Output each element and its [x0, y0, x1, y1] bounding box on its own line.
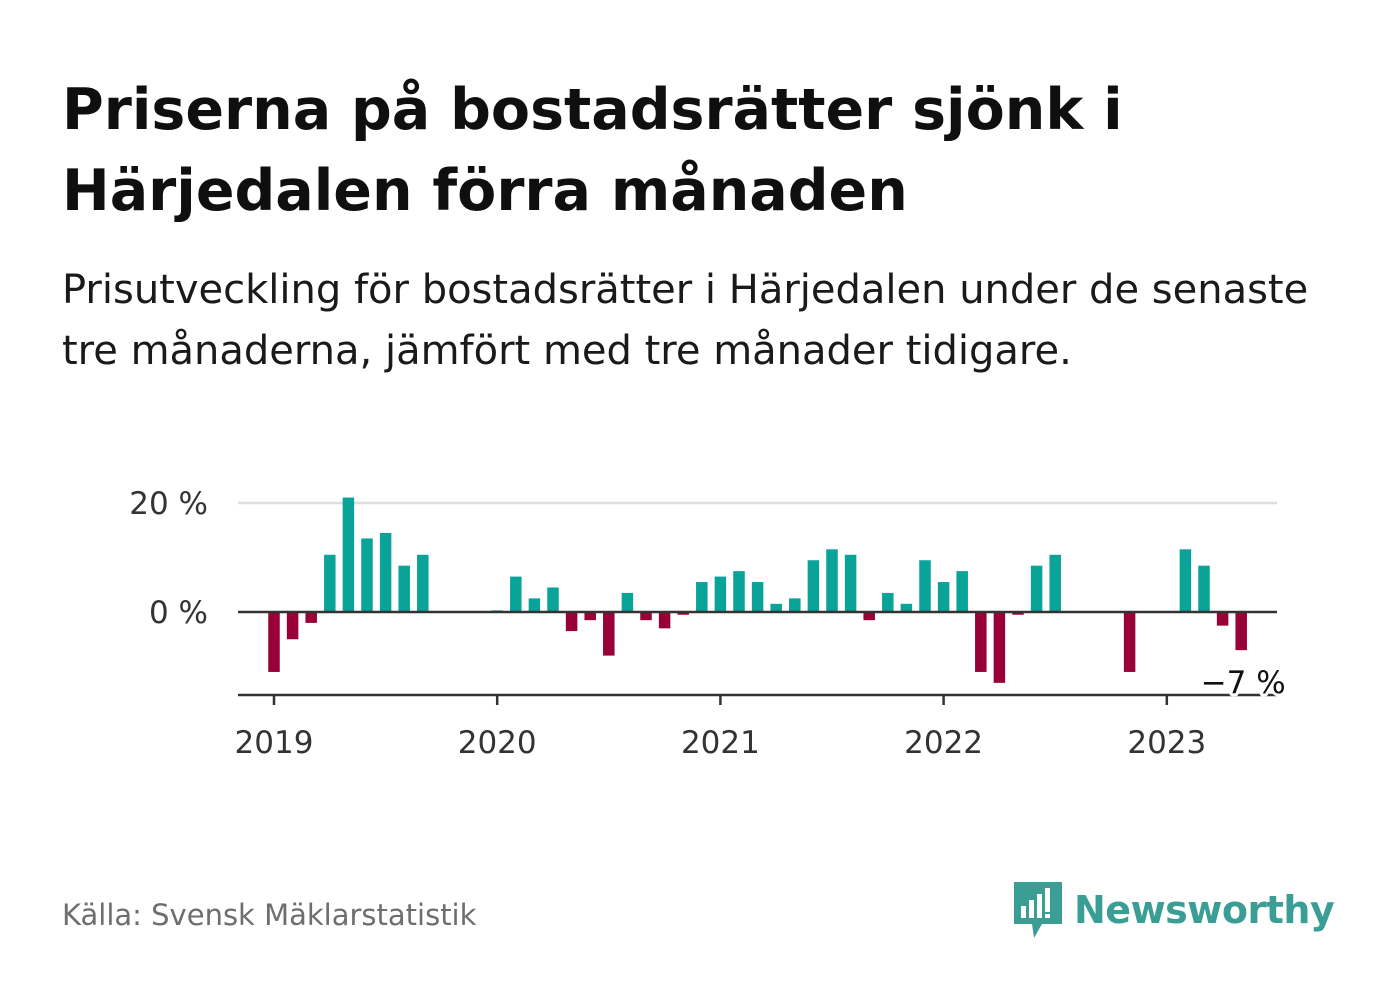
bar-2019-08 — [398, 565, 410, 612]
bar-2022-11 — [1123, 612, 1136, 672]
bar-2021-06 — [807, 560, 820, 612]
bar-2022-07 — [1049, 554, 1061, 612]
y-tick-label: 20 % — [129, 486, 208, 522]
bar-2021-04 — [770, 603, 782, 612]
x-tick-label: 2020 — [458, 725, 537, 761]
bar-2020-10 — [658, 612, 671, 629]
axes: 0 %20 %2019 2020 2021 2022 2023−7 %−7 % — [129, 486, 1288, 761]
bar-2021-05 — [789, 598, 801, 612]
bar-2021-12 — [919, 560, 931, 612]
brand-logo: Newsworthy — [1012, 880, 1335, 940]
bar-2020-09 — [640, 612, 652, 621]
bar-2019-02 — [286, 612, 299, 640]
bar-2022-01 — [937, 582, 950, 612]
bar-2019-05 — [342, 497, 355, 612]
y-tick-label: 0 % — [149, 595, 208, 631]
brand-name: Newsworthy — [1074, 888, 1335, 932]
bar-2020-11 — [677, 612, 689, 615]
x-tick-label: 2023 — [1127, 725, 1206, 761]
bar-2022-02 — [956, 571, 968, 612]
bar-2022-04 — [993, 612, 1006, 683]
bar-2020-05 — [565, 612, 578, 632]
bar-2020-08 — [621, 592, 634, 612]
bar-2020-12 — [696, 582, 708, 612]
bar-2019-01 — [268, 612, 280, 672]
bar-2023-03 — [1198, 565, 1210, 612]
bar-2020-03 — [528, 598, 541, 612]
bar-2022-03 — [975, 612, 987, 672]
bar-2023-04 — [1216, 612, 1229, 626]
bar-undefined — [1235, 612, 1247, 651]
bar-2021-02 — [733, 571, 745, 612]
bar-chart-speech-bubble-icon — [1014, 882, 1062, 938]
chart-title: Priserna på bostadsrätter sjönk i Härjed… — [62, 77, 1123, 224]
x-tick-label: 2021 — [681, 725, 760, 761]
bar-2021-10 — [882, 592, 894, 612]
bar-2021-11 — [900, 603, 913, 612]
bar-2023-02 — [1179, 549, 1192, 612]
bar-2021-01 — [714, 576, 727, 612]
bar-2019-09 — [417, 554, 429, 612]
last-value-label: −7 % — [1201, 665, 1286, 701]
chart-subtitle: Prisutveckling för bostadsrätter i Härje… — [62, 267, 1309, 374]
bar-2022-05 — [1012, 612, 1024, 615]
bar-2020-04 — [547, 587, 559, 612]
bar-2019-07 — [379, 532, 392, 612]
bar-2021-07 — [826, 549, 838, 612]
x-tick-label: 2019 — [235, 725, 314, 761]
bar-2019-04 — [324, 554, 336, 612]
bar-2019-06 — [361, 538, 373, 612]
x-tick-label: 2022 — [904, 725, 983, 761]
bars — [268, 497, 1247, 683]
bar-2021-08 — [844, 554, 857, 612]
bar-2020-07 — [603, 612, 615, 656]
source-note: Källa: Svensk Mäklarstatistik — [62, 898, 477, 932]
bar-2020-06 — [584, 612, 596, 621]
bar-2021-03 — [751, 582, 764, 612]
bar-2021-09 — [863, 612, 875, 621]
bar-2020-02 — [510, 576, 522, 612]
last-value-label-halo: −7 % — [1201, 665, 1286, 701]
bar-2019-03 — [305, 612, 317, 623]
bar-chart: 0 %20 %2019 2020 2021 2022 2023−7 %−7 % — [129, 486, 1288, 761]
bar-2022-06 — [1030, 565, 1043, 612]
